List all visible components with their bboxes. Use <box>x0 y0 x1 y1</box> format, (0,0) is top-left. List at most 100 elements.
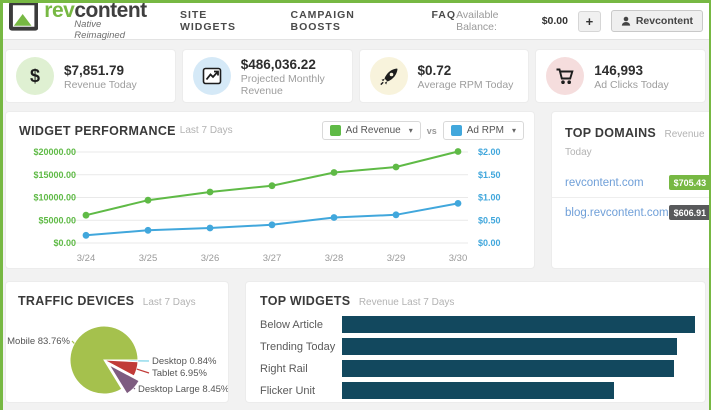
domain-row: revcontent.com $705.43 <box>552 168 709 197</box>
svg-text:$: $ <box>30 66 40 86</box>
domain-row: blog.revcontent.com $606.91 <box>552 197 709 227</box>
stat-card-average-rpm: $0.72 Average RPM Today <box>358 49 530 103</box>
widget-performance-header: WIDGET PERFORMANCE Last 7 Days Ad Revenu… <box>6 112 534 140</box>
revenue-badge: $606.91 <box>668 205 709 220</box>
svg-text:Desktop Large 8.45%: Desktop Large 8.45% <box>138 384 229 395</box>
legend-controls: Ad Revenue ▾ vs Ad RPM ▾ <box>321 121 524 140</box>
widget-performance-chart: $0.00 $0.00 $5000.00 $0.50 $10000.00 $1.00 $15… <box>33 147 501 264</box>
nav-site-widgets[interactable]: SITE WIDGETS <box>179 9 236 33</box>
revcontent-logo[interactable]: revcontent Native Reimagined <box>9 0 152 41</box>
stat-label: Ad Clicks Today <box>594 78 669 91</box>
brand-tagline: Native Reimagined <box>74 19 125 41</box>
dollar-icon: $ <box>16 57 54 95</box>
account-label: Revcontent <box>635 15 693 27</box>
revcontent-logo-icon <box>9 3 39 31</box>
top-domains-subtitle: Revenue Today <box>565 129 705 158</box>
brand-text: revcontent Native Reimagined <box>44 0 152 41</box>
stat-card-revenue-today: $ $7,851.79 Revenue Today <box>5 49 176 103</box>
svg-text:3/24: 3/24 <box>77 253 96 264</box>
bottom-row: TRAFFIC DEVICES Last 7 Days Desktop 0.84… <box>3 269 709 403</box>
svg-text:$0.00: $0.00 <box>53 238 76 248</box>
stat-label: Average RPM Today <box>417 78 514 91</box>
stat-card-ad-clicks: 146,993 Ad Clicks Today <box>535 49 706 103</box>
svg-text:Tablet 6.95%: Tablet 6.95% <box>152 368 207 379</box>
svg-text:$5000.00: $5000.00 <box>38 215 76 225</box>
bar <box>342 316 695 333</box>
available-balance-value: $0.00 <box>541 15 568 27</box>
bar <box>342 382 614 399</box>
bar-label: Right Rail <box>260 362 308 375</box>
ad-rpm-label: Ad RPM <box>466 125 504 136</box>
svg-text:$10000.00: $10000.00 <box>33 193 76 203</box>
bar-row-trending-today: Trending Today <box>246 338 705 355</box>
cart-icon <box>546 57 585 95</box>
vs-label: vs <box>426 125 437 136</box>
nav-faq[interactable]: FAQ <box>431 9 457 21</box>
domain-link-revcontent[interactable]: revcontent.com <box>565 176 644 189</box>
svg-text:Desktop 0.84%: Desktop 0.84% <box>152 356 217 367</box>
rocket-icon <box>369 57 408 95</box>
svg-text:$0.00: $0.00 <box>478 238 501 248</box>
traffic-devices-header: TRAFFIC DEVICES Last 7 Days <box>6 282 228 312</box>
stat-value: $7,851.79 <box>64 62 125 78</box>
bar-row-below-article: Below Article <box>246 316 705 333</box>
brand-content: content <box>74 0 147 22</box>
widget-performance-panel: WIDGET PERFORMANCE Last 7 Days Ad Revenu… <box>5 111 535 269</box>
top-widgets-panel: TOP WIDGETS Revenue Last 7 Days Below Ar… <box>245 281 706 403</box>
svg-text:3/30: 3/30 <box>449 253 468 264</box>
account-button[interactable]: Revcontent <box>610 10 703 32</box>
ad-rpm-dropdown[interactable]: Ad RPM ▾ <box>442 121 524 140</box>
top-widgets-subtitle: Revenue Last 7 Days <box>358 297 455 308</box>
bar-track <box>342 316 695 333</box>
add-funds-button[interactable]: + <box>577 10 601 32</box>
ad-revenue-swatch <box>329 125 341 136</box>
svg-text:Mobile 83.76%: Mobile 83.76% <box>7 336 70 347</box>
stat-value: $0.72 <box>417 62 452 78</box>
stats-row: $ $7,851.79 Revenue Today $486,036.22 Pr… <box>3 40 709 103</box>
ad-revenue-label: Ad Revenue <box>345 125 401 136</box>
domain-link-blog-revcontent[interactable]: blog.revcontent.com <box>565 206 669 219</box>
line-chart-icon <box>192 57 231 95</box>
bar-track <box>342 382 695 399</box>
bar-label: Flicker Unit <box>260 384 316 397</box>
svg-text:$0.50: $0.50 <box>478 215 501 225</box>
svg-text:3/27: 3/27 <box>263 253 282 264</box>
stat-text: $0.72 Average RPM Today <box>418 62 514 91</box>
svg-text:$1.00: $1.00 <box>478 193 501 203</box>
stat-text: $7,851.79 Revenue Today <box>64 62 137 91</box>
svg-text:$20000.00: $20000.00 <box>33 147 76 157</box>
svg-text:3/29: 3/29 <box>387 253 406 264</box>
header-right: Available Balance: $0.00 + Revcontent <box>456 9 703 33</box>
brand-rev: rev <box>44 0 75 22</box>
traffic-devices-title: TRAFFIC DEVICES <box>18 294 135 308</box>
widget-performance-title: WIDGET PERFORMANCE <box>19 123 176 138</box>
stat-value: $486,036.22 <box>240 56 316 72</box>
bar-row-flicker-unit: Flicker Unit <box>246 382 705 399</box>
stat-label: Revenue Today <box>64 78 137 91</box>
stat-card-projected-monthly: $486,036.22 Projected Monthly Revenue <box>181 49 353 103</box>
svg-text:$15000.00: $15000.00 <box>33 170 76 180</box>
middle-row: WIDGET PERFORMANCE Last 7 Days Ad Revenu… <box>3 103 709 269</box>
bar-label: Below Article <box>260 318 323 331</box>
ad-revenue-dropdown[interactable]: Ad Revenue ▾ <box>321 121 421 140</box>
top-widgets-title: TOP WIDGETS <box>260 294 351 308</box>
stat-text: 146,993 Ad Clicks Today <box>594 62 669 91</box>
person-icon <box>621 16 631 26</box>
traffic-devices-panel: TRAFFIC DEVICES Last 7 Days Desktop 0.84… <box>5 281 229 403</box>
traffic-devices-chart: Desktop 0.84%Tablet 6.95% Desktop Large 8… <box>7 325 229 395</box>
top-domains-panel: TOP DOMAINS Revenue Today revcontent.com… <box>551 111 709 269</box>
traffic-devices-subtitle: Last 7 Days <box>142 297 196 308</box>
nav-campaign-boosts[interactable]: CAMPAIGN BOOSTS <box>290 9 355 33</box>
chevron-down-icon: ▾ <box>511 126 516 135</box>
top-bar: revcontent Native Reimagined SITE WIDGET… <box>3 0 709 41</box>
svg-text:$1.50: $1.50 <box>478 170 501 180</box>
svg-text:3/28: 3/28 <box>325 253 344 264</box>
stat-text: $486,036.22 Projected Monthly Revenue <box>241 56 342 97</box>
bar-label: Trending Today <box>260 340 336 353</box>
bar-row-right-rail: Right Rail <box>246 360 705 377</box>
stat-value: 146,993 <box>594 62 644 78</box>
svg-text:$2.00: $2.00 <box>478 147 501 157</box>
bar-track <box>342 338 695 355</box>
main-nav: SITE WIDGETS CAMPAIGN BOOSTS FAQ <box>180 9 456 33</box>
